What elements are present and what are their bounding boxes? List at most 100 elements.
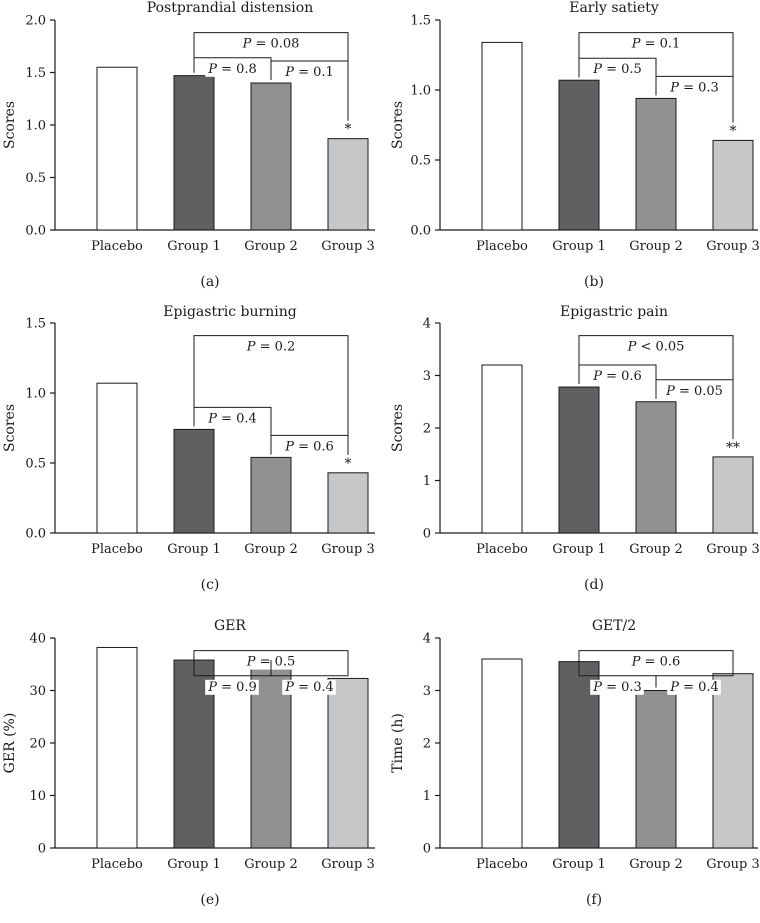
y-tick-label: 3 <box>423 369 431 384</box>
p-value-label: P < 0.05 <box>627 340 685 355</box>
p-value-label: P = 0.5 <box>246 655 296 670</box>
p-value-label: P = 0.6 <box>631 655 681 670</box>
x-tick-label: Group 2 <box>244 857 298 872</box>
chart-panel-b: 0.0 0.5 1.0 1.5 Early satiety Scores Placebo Gr… <box>390 0 760 290</box>
chart-panel-c: 0.0 0.5 1.0 1.5 Epigastric burning Scores Plac… <box>2 304 375 593</box>
x-tick-label: Group 1 <box>167 542 221 557</box>
y-tick-label: 2.0 <box>25 14 46 29</box>
p-value-label: P = 0.6 <box>592 369 642 384</box>
y-tick-label: 0.5 <box>410 154 431 169</box>
x-tick-label: Placebo <box>476 542 528 557</box>
y-tick-label: 0 <box>423 527 431 542</box>
p-value-label-bg <box>205 61 259 77</box>
x-tick-label: Placebo <box>476 239 528 254</box>
chart-panel-a: 0.0 0.5 1.0 1.5 2.0 Postprandial distension Sc… <box>2 0 375 290</box>
bar-placebo <box>481 41 523 231</box>
x-tick-label: Group 3 <box>321 857 375 872</box>
bar-group-1 <box>558 79 600 231</box>
p-value-label-bg <box>663 383 725 399</box>
p-value-label: P = 0.3 <box>592 680 642 695</box>
p-value-label: P = 0.4 <box>207 411 257 426</box>
y-tick-label: 1.0 <box>25 119 46 134</box>
p-value-label-bg <box>239 36 302 52</box>
y-tick-label: 30 <box>29 684 46 699</box>
y-tick-label: 1.5 <box>25 317 46 332</box>
bar-group-2 <box>250 82 292 231</box>
y-axis-label: Scores <box>2 101 18 149</box>
p-value-label: P = 0.1 <box>284 65 334 80</box>
comparison-bracket <box>193 406 272 455</box>
y-axis-label: Scores <box>390 404 406 452</box>
p-value-label-bg <box>590 62 644 78</box>
comparison-bracket <box>578 650 734 671</box>
y-tick-label: 3 <box>423 684 431 699</box>
y-tick-label: 2 <box>423 737 431 752</box>
y-tick-label: 0 <box>423 842 431 857</box>
y-tick-label: 2 <box>423 422 431 437</box>
bar-placebo <box>96 66 138 231</box>
chart-title: Early satiety <box>569 0 659 16</box>
p-value-label: P = 0.3 <box>669 80 719 95</box>
x-tick-label: Placebo <box>91 542 143 557</box>
y-tick-label: 1 <box>423 474 431 489</box>
p-value-label-bg <box>667 679 721 695</box>
x-tick-label: Group 3 <box>706 542 760 557</box>
y-tick-label: 0.5 <box>25 457 46 472</box>
p-value-label-bg <box>205 411 259 427</box>
bar-placebo <box>481 658 523 849</box>
comparison-bracket <box>655 75 734 123</box>
y-tick-label: 20 <box>29 737 46 752</box>
p-value-label-bg <box>624 339 687 355</box>
x-tick-label: Group 2 <box>629 542 683 557</box>
panel-caption: (e) <box>200 892 219 908</box>
y-tick-label: 1.5 <box>410 14 431 29</box>
p-value-label-bg <box>628 36 683 52</box>
significance-marker: * <box>730 123 737 139</box>
p-value-label-bg <box>282 65 336 80</box>
chart-title: GET/2 <box>592 618 636 634</box>
x-tick-label: Group 1 <box>167 239 221 254</box>
p-value-label: P = 0.6 <box>284 439 334 454</box>
significance-marker: ** <box>726 440 740 456</box>
bar-group-2 <box>635 690 677 849</box>
y-tick-label: 1 <box>423 789 431 804</box>
bar-group-1 <box>173 428 215 534</box>
bar-placebo <box>96 646 138 849</box>
chart-panel-f: 0 1 2 3 4 GET/2 Time (h) Placebo Group 1 Group 2 G… <box>390 618 760 908</box>
x-tick-label: Group 2 <box>244 239 298 254</box>
bar-group-3 <box>712 139 754 231</box>
comparison-bracket <box>270 660 349 677</box>
x-tick-label: Group 1 <box>552 857 606 872</box>
bar-placebo <box>481 364 523 534</box>
y-tick-label: 0.0 <box>25 224 46 239</box>
panel-caption: (b) <box>584 274 604 290</box>
y-tick-label: 0.0 <box>25 527 46 542</box>
y-tick-label: 1.0 <box>410 84 431 99</box>
bar-group-2 <box>635 97 677 231</box>
comparison-bracket <box>655 379 734 439</box>
y-axis-label: GER (%) <box>2 713 18 774</box>
p-value-label-bg <box>282 679 336 695</box>
p-value-label: P = 0.4 <box>284 680 334 695</box>
x-tick-label: Placebo <box>476 857 528 872</box>
x-tick-label: Group 2 <box>629 857 683 872</box>
comparison-bracket <box>655 670 734 688</box>
y-tick-label: 0 <box>38 842 46 857</box>
x-tick-label: Group 3 <box>321 239 375 254</box>
p-value-label: P = 0.5 <box>592 62 642 77</box>
panel-caption: (f) <box>586 892 602 908</box>
y-tick-label: 40 <box>29 632 46 647</box>
bar-group-1 <box>173 75 215 231</box>
x-tick-label: Group 3 <box>321 542 375 557</box>
p-value-label-bg <box>205 679 259 695</box>
comparison-bracket <box>193 650 349 676</box>
p-value-label-bg <box>590 369 644 385</box>
y-tick-label: 4 <box>423 632 431 647</box>
chart-title: GER <box>214 618 246 634</box>
panel-caption: (d) <box>584 577 604 593</box>
p-value-label-bg <box>628 654 683 670</box>
x-tick-label: Group 1 <box>552 542 606 557</box>
y-tick-label: 0.0 <box>410 224 431 239</box>
y-tick-label: 1.5 <box>25 66 46 81</box>
